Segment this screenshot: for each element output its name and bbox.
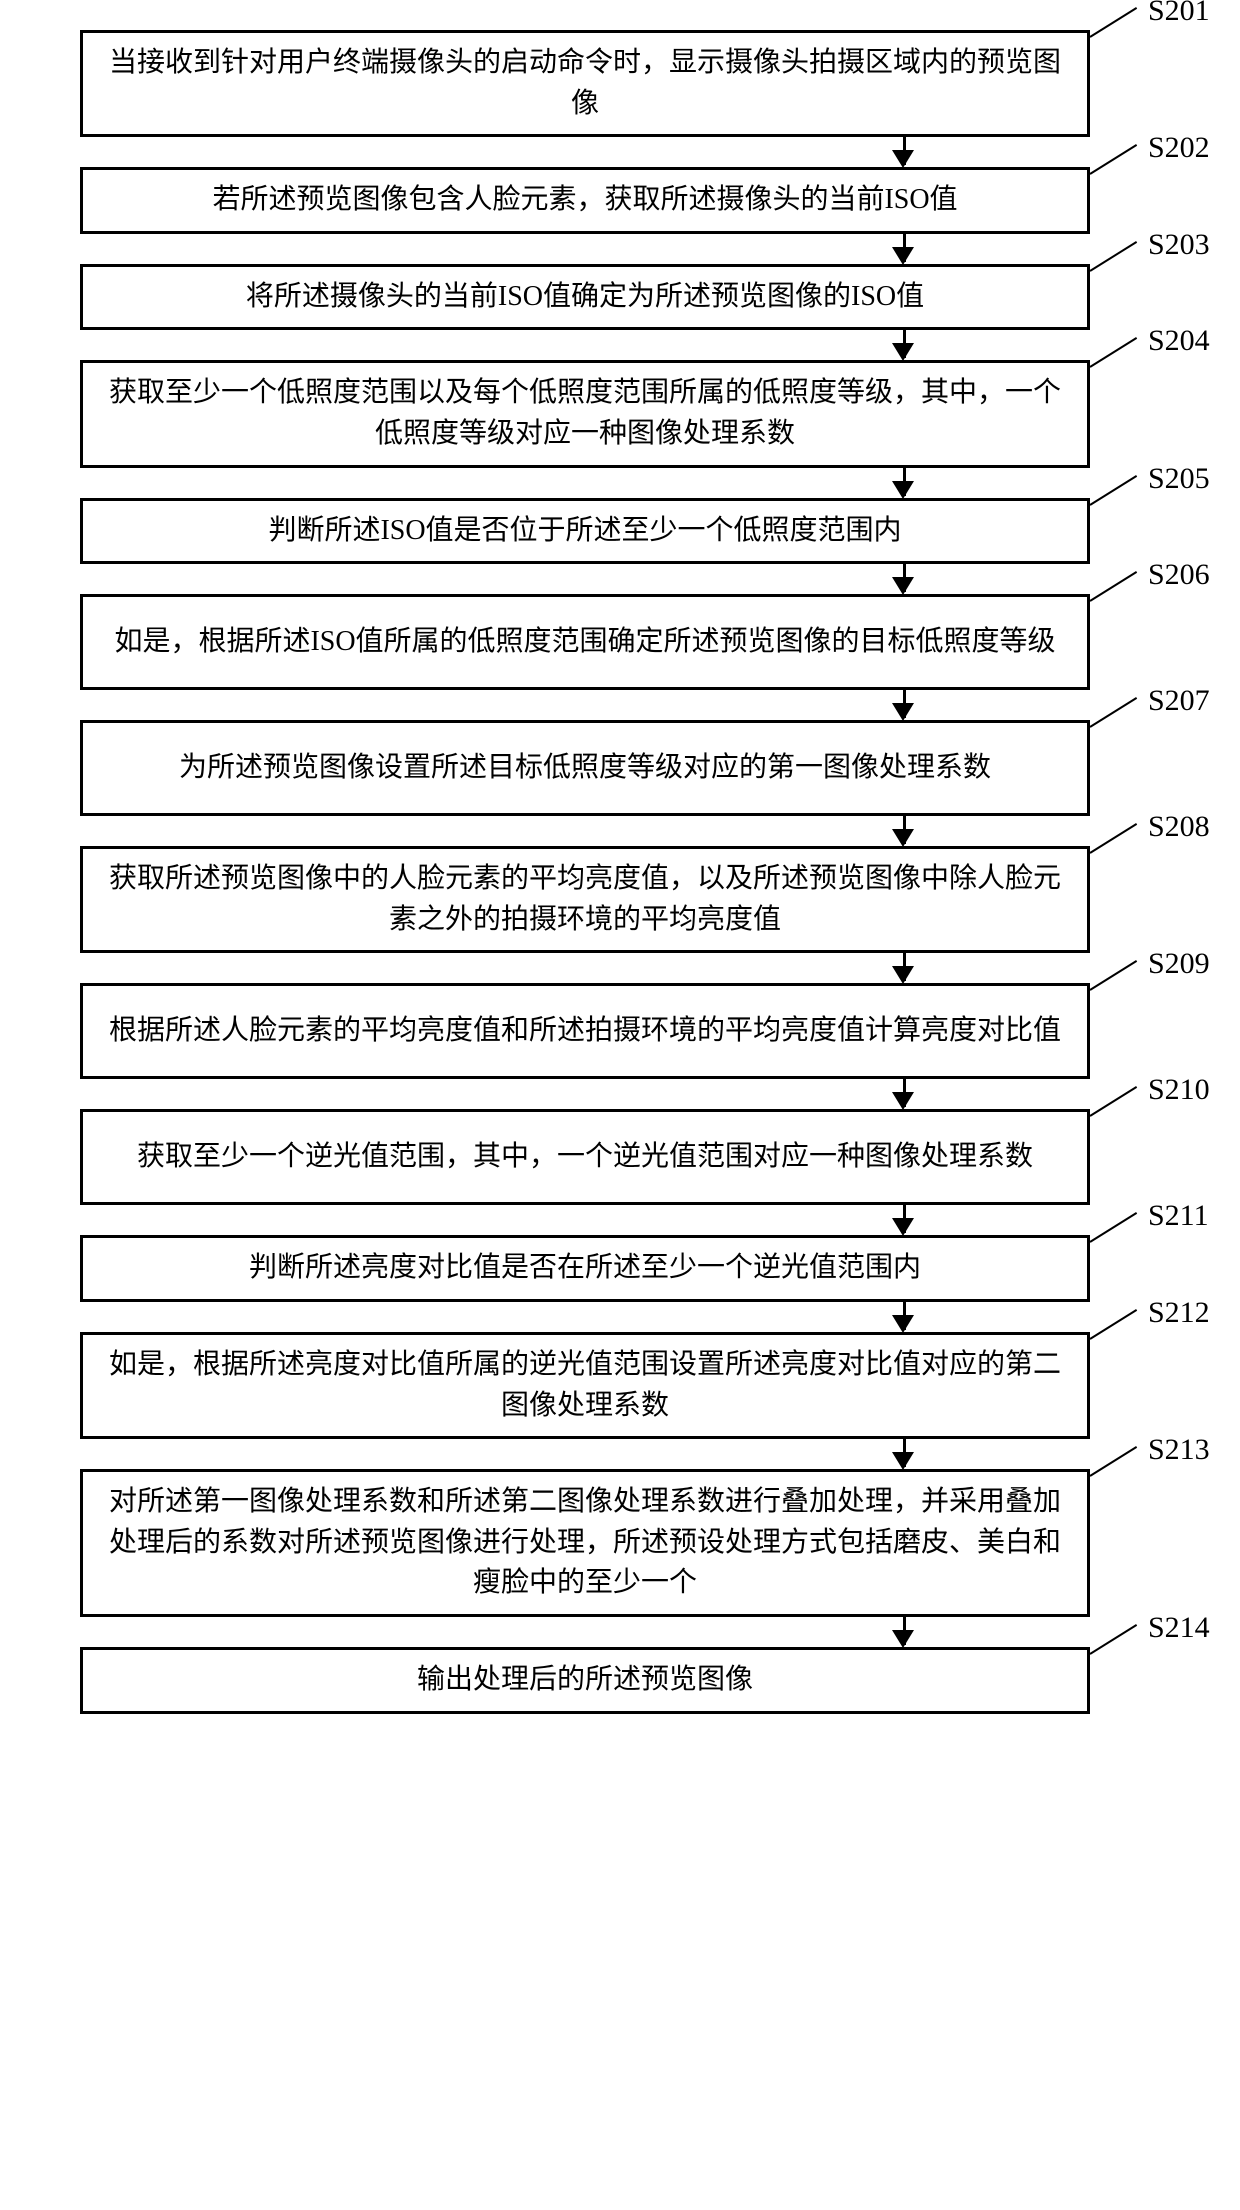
leader-line	[1089, 571, 1137, 602]
flow-step-S211: 判断所述亮度对比值是否在所述至少一个逆光值范围内S211	[20, 1235, 1220, 1302]
step-id-label: S209	[1148, 947, 1210, 981]
leader-line	[1089, 823, 1137, 854]
arrow-head	[892, 1315, 914, 1333]
step-box: 判断所述ISO值是否位于所述至少一个低照度范围内	[80, 498, 1090, 565]
arrow-head	[892, 1218, 914, 1236]
leader-line	[1089, 960, 1137, 991]
flow-step-S201: 当接收到针对用户终端摄像头的启动命令时，显示摄像头拍摄区域内的预览图像S201	[20, 30, 1220, 137]
flow-step-S206: 如是，根据所述ISO值所属的低照度范围确定所述预览图像的目标低照度等级S206	[20, 594, 1220, 690]
leader-line	[1089, 337, 1137, 368]
arrow-head	[892, 829, 914, 847]
step-box: 对所述第一图像处理系数和所述第二图像处理系数进行叠加处理，并采用叠加处理后的系数…	[80, 1469, 1090, 1617]
flow-step-S213: 对所述第一图像处理系数和所述第二图像处理系数进行叠加处理，并采用叠加处理后的系数…	[20, 1469, 1220, 1617]
step-box: 如是，根据所述ISO值所属的低照度范围确定所述预览图像的目标低照度等级	[80, 594, 1090, 690]
arrow-head	[892, 150, 914, 168]
leader-line	[1089, 1212, 1137, 1243]
step-box: 根据所述人脸元素的平均亮度值和所述拍摄环境的平均亮度值计算亮度对比值	[80, 983, 1090, 1079]
arrow-head	[892, 577, 914, 595]
flow-step-S212: 如是，根据所述亮度对比值所属的逆光值范围设置所述亮度对比值对应的第二图像处理系数…	[20, 1332, 1220, 1439]
arrow-head	[892, 966, 914, 984]
step-id-label: S211	[1148, 1199, 1209, 1233]
step-box: 判断所述亮度对比值是否在所述至少一个逆光值范围内	[80, 1235, 1090, 1302]
step-box: 如是，根据所述亮度对比值所属的逆光值范围设置所述亮度对比值对应的第二图像处理系数	[80, 1332, 1090, 1439]
flow-step-S202: 若所述预览图像包含人脸元素，获取所述摄像头的当前ISO值S202	[20, 167, 1220, 234]
step-box: 当接收到针对用户终端摄像头的启动命令时，显示摄像头拍摄区域内的预览图像	[80, 30, 1090, 137]
flow-step-S208: 获取所述预览图像中的人脸元素的平均亮度值，以及所述预览图像中除人脸元素之外的拍摄…	[20, 846, 1220, 953]
step-id-label: S202	[1148, 131, 1210, 165]
leader-line	[1089, 1309, 1137, 1340]
arrow-head	[892, 481, 914, 499]
leader-line	[1089, 1624, 1137, 1655]
flow-step-S203: 将所述摄像头的当前ISO值确定为所述预览图像的ISO值S203	[20, 264, 1220, 331]
step-id-label: S201	[1148, 0, 1210, 28]
step-id-label: S205	[1148, 462, 1210, 496]
flow-step-S210: 获取至少一个逆光值范围，其中，一个逆光值范围对应一种图像处理系数S210	[20, 1109, 1220, 1205]
step-box: 获取至少一个逆光值范围，其中，一个逆光值范围对应一种图像处理系数	[80, 1109, 1090, 1205]
step-id-label: S210	[1148, 1073, 1210, 1107]
flow-step-S204: 获取至少一个低照度范围以及每个低照度范围所属的低照度等级，其中，一个低照度等级对…	[20, 360, 1220, 467]
leader-line	[1089, 7, 1137, 38]
flow-step-S205: 判断所述ISO值是否位于所述至少一个低照度范围内S205	[20, 498, 1220, 565]
step-id-label: S213	[1148, 1433, 1210, 1467]
step-id-label: S212	[1148, 1296, 1210, 1330]
step-id-label: S214	[1148, 1611, 1210, 1645]
leader-line	[1089, 1086, 1137, 1117]
step-box: 获取至少一个低照度范围以及每个低照度范围所属的低照度等级，其中，一个低照度等级对…	[80, 360, 1090, 467]
step-box: 若所述预览图像包含人脸元素，获取所述摄像头的当前ISO值	[80, 167, 1090, 234]
flow-step-S214: 输出处理后的所述预览图像S214	[20, 1647, 1220, 1714]
arrow-head	[892, 343, 914, 361]
flow-step-S209: 根据所述人脸元素的平均亮度值和所述拍摄环境的平均亮度值计算亮度对比值S209	[20, 983, 1220, 1079]
step-id-label: S206	[1148, 558, 1210, 592]
step-id-label: S208	[1148, 810, 1210, 844]
step-id-label: S204	[1148, 324, 1210, 358]
flowchart-container: 当接收到针对用户终端摄像头的启动命令时，显示摄像头拍摄区域内的预览图像S201 若…	[20, 30, 1220, 1714]
arrow-head	[892, 1452, 914, 1470]
step-box: 为所述预览图像设置所述目标低照度等级对应的第一图像处理系数	[80, 720, 1090, 816]
step-box: 输出处理后的所述预览图像	[80, 1647, 1090, 1714]
leader-line	[1089, 697, 1137, 728]
step-id-label: S207	[1148, 684, 1210, 718]
leader-line	[1089, 144, 1137, 175]
leader-line	[1089, 241, 1137, 272]
leader-line	[1089, 1446, 1137, 1477]
step-id-label: S203	[1148, 228, 1210, 262]
arrow-head	[892, 1092, 914, 1110]
leader-line	[1089, 475, 1137, 506]
flow-step-S207: 为所述预览图像设置所述目标低照度等级对应的第一图像处理系数S207	[20, 720, 1220, 816]
arrow-head	[892, 703, 914, 721]
arrow-head	[892, 247, 914, 265]
step-box: 获取所述预览图像中的人脸元素的平均亮度值，以及所述预览图像中除人脸元素之外的拍摄…	[80, 846, 1090, 953]
arrow-head	[892, 1630, 914, 1648]
step-box: 将所述摄像头的当前ISO值确定为所述预览图像的ISO值	[80, 264, 1090, 331]
